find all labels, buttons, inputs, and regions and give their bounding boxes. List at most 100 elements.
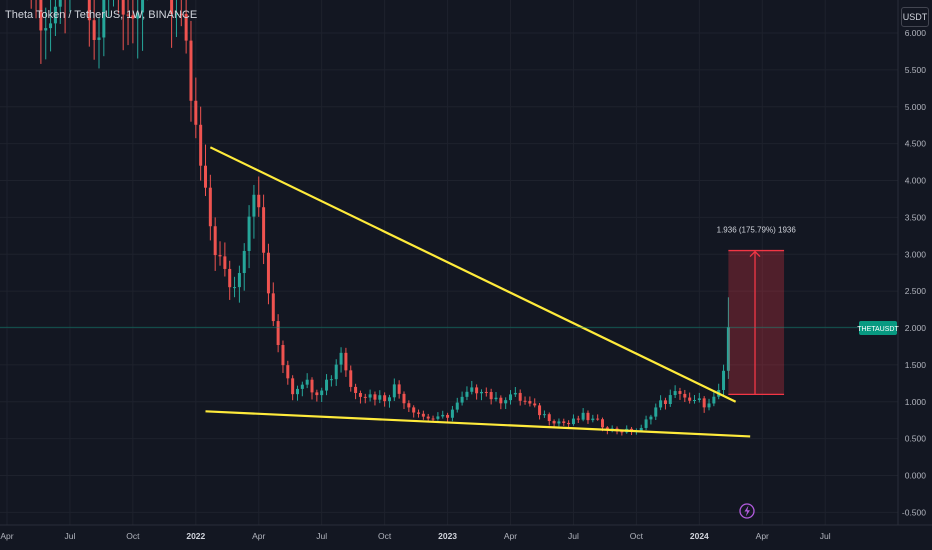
price-range-measure[interactable]: 1.936 (175.79%) 1936 [717, 226, 797, 396]
candle-body-105 [513, 392, 517, 395]
price-badge-label: THETAUSDT [857, 326, 899, 333]
y-tick-label-6: 3.000 [905, 249, 927, 259]
candle-body-109 [533, 403, 537, 406]
candle-body-48 [237, 273, 241, 288]
candle-body-83 [407, 403, 411, 408]
candle-body-49 [242, 250, 246, 274]
candle-body-132 [644, 419, 648, 428]
candle-body-51 [252, 194, 256, 217]
y-tick-label-13: -0.500 [902, 507, 926, 517]
candle-body-37 [184, 13, 188, 41]
candle-body-96 [470, 387, 474, 392]
price-axis[interactable]: 6.000 5.500 5.000 4.500 4.000 3.500 3.000 2.500… [902, 28, 926, 517]
arrow-up-icon [749, 250, 761, 258]
candle-body-139 [678, 391, 682, 394]
candle-body-97 [475, 387, 479, 394]
lightning-icon[interactable] [739, 503, 755, 519]
candle-body-27 [136, 12, 140, 19]
currency-button[interactable]: USDT [901, 7, 929, 27]
candle-body-148 [722, 370, 726, 390]
y-tick-label-5: 3.500 [905, 212, 927, 222]
candle-body-110 [538, 405, 542, 416]
candle-body-34 [170, 0, 174, 15]
candle-body-141 [688, 397, 692, 401]
candle-body-73 [358, 393, 362, 397]
y-tick-label-0: 6.000 [905, 28, 927, 38]
candle-body-42 [208, 187, 212, 227]
x-tick-label-12: Apr [756, 531, 769, 541]
candle-body-44 [218, 255, 222, 257]
candle-body-133 [649, 416, 653, 420]
measure-label: 1.936 (175.79%) 1936 [717, 226, 797, 235]
candle-body-104 [509, 394, 513, 401]
candle-body-93 [455, 402, 459, 410]
candle-body-117 [571, 418, 575, 425]
candle-body-66 [325, 379, 329, 391]
candle-body-20 [102, 0, 106, 38]
candle-body-7 [39, 0, 43, 31]
x-tick-label-10: Oct [630, 531, 644, 541]
candle-body-79 [387, 397, 391, 402]
candle-body-53 [262, 207, 266, 253]
candle-body-56 [276, 321, 280, 346]
candle-body-40 [199, 124, 203, 166]
candle-body-60 [295, 388, 299, 395]
time-axis[interactable]: Apr Jul Oct 2022 Apr Jul Oct 2023 Apr Jul Oct 2024 A… [0, 531, 830, 541]
x-tick-label-6: Oct [378, 531, 392, 541]
candle-body-10 [53, 6, 57, 24]
y-tick-label-3: 4.500 [905, 139, 927, 149]
measure-box[interactable] [728, 250, 785, 395]
candle-body-41 [204, 165, 208, 188]
candle-body-28 [141, 0, 145, 13]
x-tick-label-13: Jul [820, 531, 831, 541]
candle-body-26 [131, 15, 135, 19]
candle-body-112 [547, 414, 551, 422]
candle-body-85 [417, 412, 421, 414]
candle-body-108 [528, 401, 532, 404]
candle-body-144 [702, 398, 706, 408]
y-tick-label-9: 1.500 [905, 360, 927, 370]
candle-body-57 [281, 345, 285, 366]
candle-body-122 [596, 418, 600, 420]
candle-body-118 [576, 418, 580, 420]
candle-body-80 [392, 384, 396, 398]
candle-body-127 [620, 431, 624, 433]
candle-body-87 [426, 416, 430, 419]
candle-body-58 [286, 365, 290, 379]
candle-body-111 [542, 414, 546, 416]
candle-body-116 [567, 422, 571, 425]
candle-body-88 [431, 418, 435, 420]
x-tick-label-5: Jul [316, 531, 327, 541]
trendlines[interactable] [205, 146, 751, 438]
candle-body-54 [266, 252, 270, 294]
candle-body-146 [712, 396, 716, 404]
candle-body-98 [479, 391, 483, 394]
candle-body-101 [494, 397, 498, 400]
candle-body-43 [213, 226, 217, 256]
candle-body-106 [518, 392, 522, 401]
candle-body-89 [436, 416, 440, 419]
trendline-upper [209, 146, 737, 403]
candle-body-140 [683, 393, 687, 398]
candle-body-18 [92, 20, 96, 40]
candle-body-36 [179, 13, 183, 15]
candle-body-35 [174, 13, 178, 15]
candle-body-123 [601, 419, 605, 428]
candle-body-50 [247, 216, 251, 251]
candle-body-119 [581, 412, 585, 420]
candle-body-145 [707, 403, 711, 408]
x-tick-label-1: Jul [65, 531, 76, 541]
y-tick-label-11: 0.500 [905, 434, 927, 444]
candle-body-143 [697, 398, 701, 401]
candle-body-95 [465, 391, 469, 397]
candle-body-46 [228, 268, 232, 288]
candle-body-142 [692, 400, 696, 402]
candle-body-76 [373, 394, 377, 400]
candle-body-81 [397, 384, 401, 394]
candle-body-62 [305, 379, 309, 385]
candle-body-72 [354, 386, 358, 394]
candles [30, 0, 730, 436]
candle-body-103 [504, 400, 508, 404]
price-badge-box [859, 321, 897, 335]
